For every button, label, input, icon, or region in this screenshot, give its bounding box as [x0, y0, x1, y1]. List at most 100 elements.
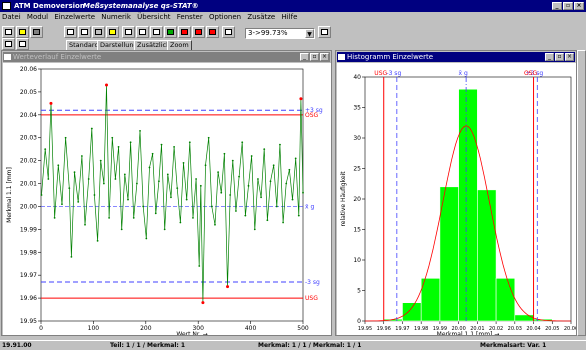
plot-frame [40, 68, 304, 322]
data-point [77, 200, 80, 203]
data-point [160, 143, 163, 146]
minimize-icon[interactable]: _ [300, 53, 309, 61]
vertical-limit-label: -3 sg [386, 70, 401, 77]
menu-einzelwerte[interactable]: Einzelwerte [54, 13, 96, 21]
x-tick-label: 19.96 [377, 326, 391, 332]
minimize-icon[interactable]: _ [552, 2, 562, 10]
new-icon[interactable] [2, 26, 15, 38]
histogram-icon[interactable] [136, 26, 149, 38]
x-tick-label: 20.06 [564, 326, 576, 332]
y-tick-label: 20.05 [20, 89, 37, 96]
delete-icon[interactable] [178, 26, 191, 38]
data-point [241, 141, 244, 144]
data-point [163, 228, 166, 231]
menu-uebersicht[interactable]: Übersicht [137, 13, 171, 21]
data-point [185, 198, 188, 201]
histogram-bar [439, 186, 459, 322]
data-point [49, 101, 53, 105]
y-tick-label: 19.95 [20, 318, 37, 325]
menu-numerik[interactable]: Numerik [101, 13, 131, 21]
y-tick-label: 20.03 [20, 135, 37, 142]
x-tick-label: 300 [192, 325, 204, 332]
menu-optionen[interactable]: Optionen [208, 13, 242, 21]
data-point [47, 178, 50, 180]
data-point [263, 148, 266, 151]
data-point [223, 152, 226, 155]
data-point [99, 159, 102, 162]
data-point [210, 205, 213, 208]
y-tick-label: 19.97 [20, 272, 37, 279]
x-tick-label: 19.95 [358, 326, 372, 332]
data-point [57, 164, 60, 167]
data-point [166, 173, 169, 176]
stop-icon[interactable] [206, 26, 219, 38]
data-point [244, 214, 247, 217]
menu-fenster[interactable]: Fenster [176, 13, 203, 21]
data-point [297, 214, 300, 217]
data-point [93, 194, 96, 196]
data-point [207, 136, 210, 139]
save-icon[interactable] [30, 26, 43, 38]
menu-zusaetze[interactable]: Zusätze [247, 13, 276, 21]
x-tick-label: 0 [39, 325, 43, 332]
value-chart[interactable]: 20.06 20.05 20.04 20.03 20.02 20.01 20.00 19.99… [3, 63, 331, 335]
menu-datei[interactable]: Datei [2, 13, 21, 21]
vertical-limit-label: USG [374, 70, 387, 77]
histogram-chart[interactable]: 40 35 30 25 20 15 10 5 019.95 19.96 19.97 19.98 19.9… [337, 63, 576, 335]
data-point [105, 83, 108, 87]
data-point [145, 237, 148, 240]
grid-icon[interactable] [318, 26, 331, 38]
data-point [111, 136, 114, 139]
close-icon[interactable]: × [565, 53, 574, 61]
print-icon[interactable] [92, 26, 105, 38]
close-icon[interactable]: × [574, 2, 584, 10]
minimize-icon[interactable]: _ [545, 53, 554, 61]
tile-icon[interactable] [16, 38, 29, 50]
y-tick-label: 35 [353, 105, 361, 112]
close-icon[interactable]: × [320, 53, 329, 61]
chart-icon[interactable] [78, 26, 91, 38]
maximize-icon[interactable]: ▫ [310, 53, 319, 61]
green-icon[interactable] [164, 26, 177, 38]
data-point [61, 203, 63, 206]
data-point [53, 217, 56, 219]
data-point [235, 210, 237, 212]
data-point [199, 184, 202, 187]
menu-modul[interactable]: Modul [26, 13, 49, 21]
calc-icon[interactable] [222, 26, 235, 38]
data-point [275, 205, 278, 208]
data-point [291, 198, 294, 201]
sigma-range-select[interactable]: 3->99.73% ▼ [245, 28, 315, 39]
data-point [299, 97, 303, 101]
histogram-window: Histogramm Einzelwerte _ ▫ × 40 35 30 25 20 1… [335, 50, 577, 336]
copy-icon[interactable] [106, 26, 119, 38]
data-point [123, 173, 126, 176]
vertical-scrollbar[interactable] [577, 50, 586, 336]
data-point [90, 127, 93, 130]
window-icon[interactable] [2, 38, 15, 50]
data-point [154, 212, 157, 215]
toolbar [0, 23, 586, 50]
y-tick-label: 19.98 [20, 249, 37, 256]
data-point [195, 178, 198, 180]
menu-hilfe[interactable]: Hilfe [281, 13, 298, 21]
data-point [132, 217, 135, 219]
graph-icon[interactable] [64, 26, 77, 38]
data-point [68, 187, 71, 190]
chevron-down-icon[interactable]: ▼ [305, 29, 314, 38]
maximize-icon[interactable]: ▫ [563, 2, 573, 10]
histogram-bar [458, 88, 478, 322]
table-icon[interactable] [150, 26, 163, 38]
maximize-icon[interactable]: ▫ [555, 53, 564, 61]
data-point [102, 182, 105, 185]
cancel-icon[interactable] [192, 26, 205, 38]
data-point [226, 285, 230, 289]
open-icon[interactable] [16, 26, 29, 38]
data-point [114, 178, 117, 180]
data-point [238, 175, 240, 178]
status-field-1: 19.91.00 [2, 342, 32, 349]
bar-chart-icon[interactable] [122, 26, 135, 38]
data-point [148, 166, 151, 169]
tab-zoom[interactable]: Zoom [167, 40, 192, 50]
data-point [282, 221, 284, 224]
